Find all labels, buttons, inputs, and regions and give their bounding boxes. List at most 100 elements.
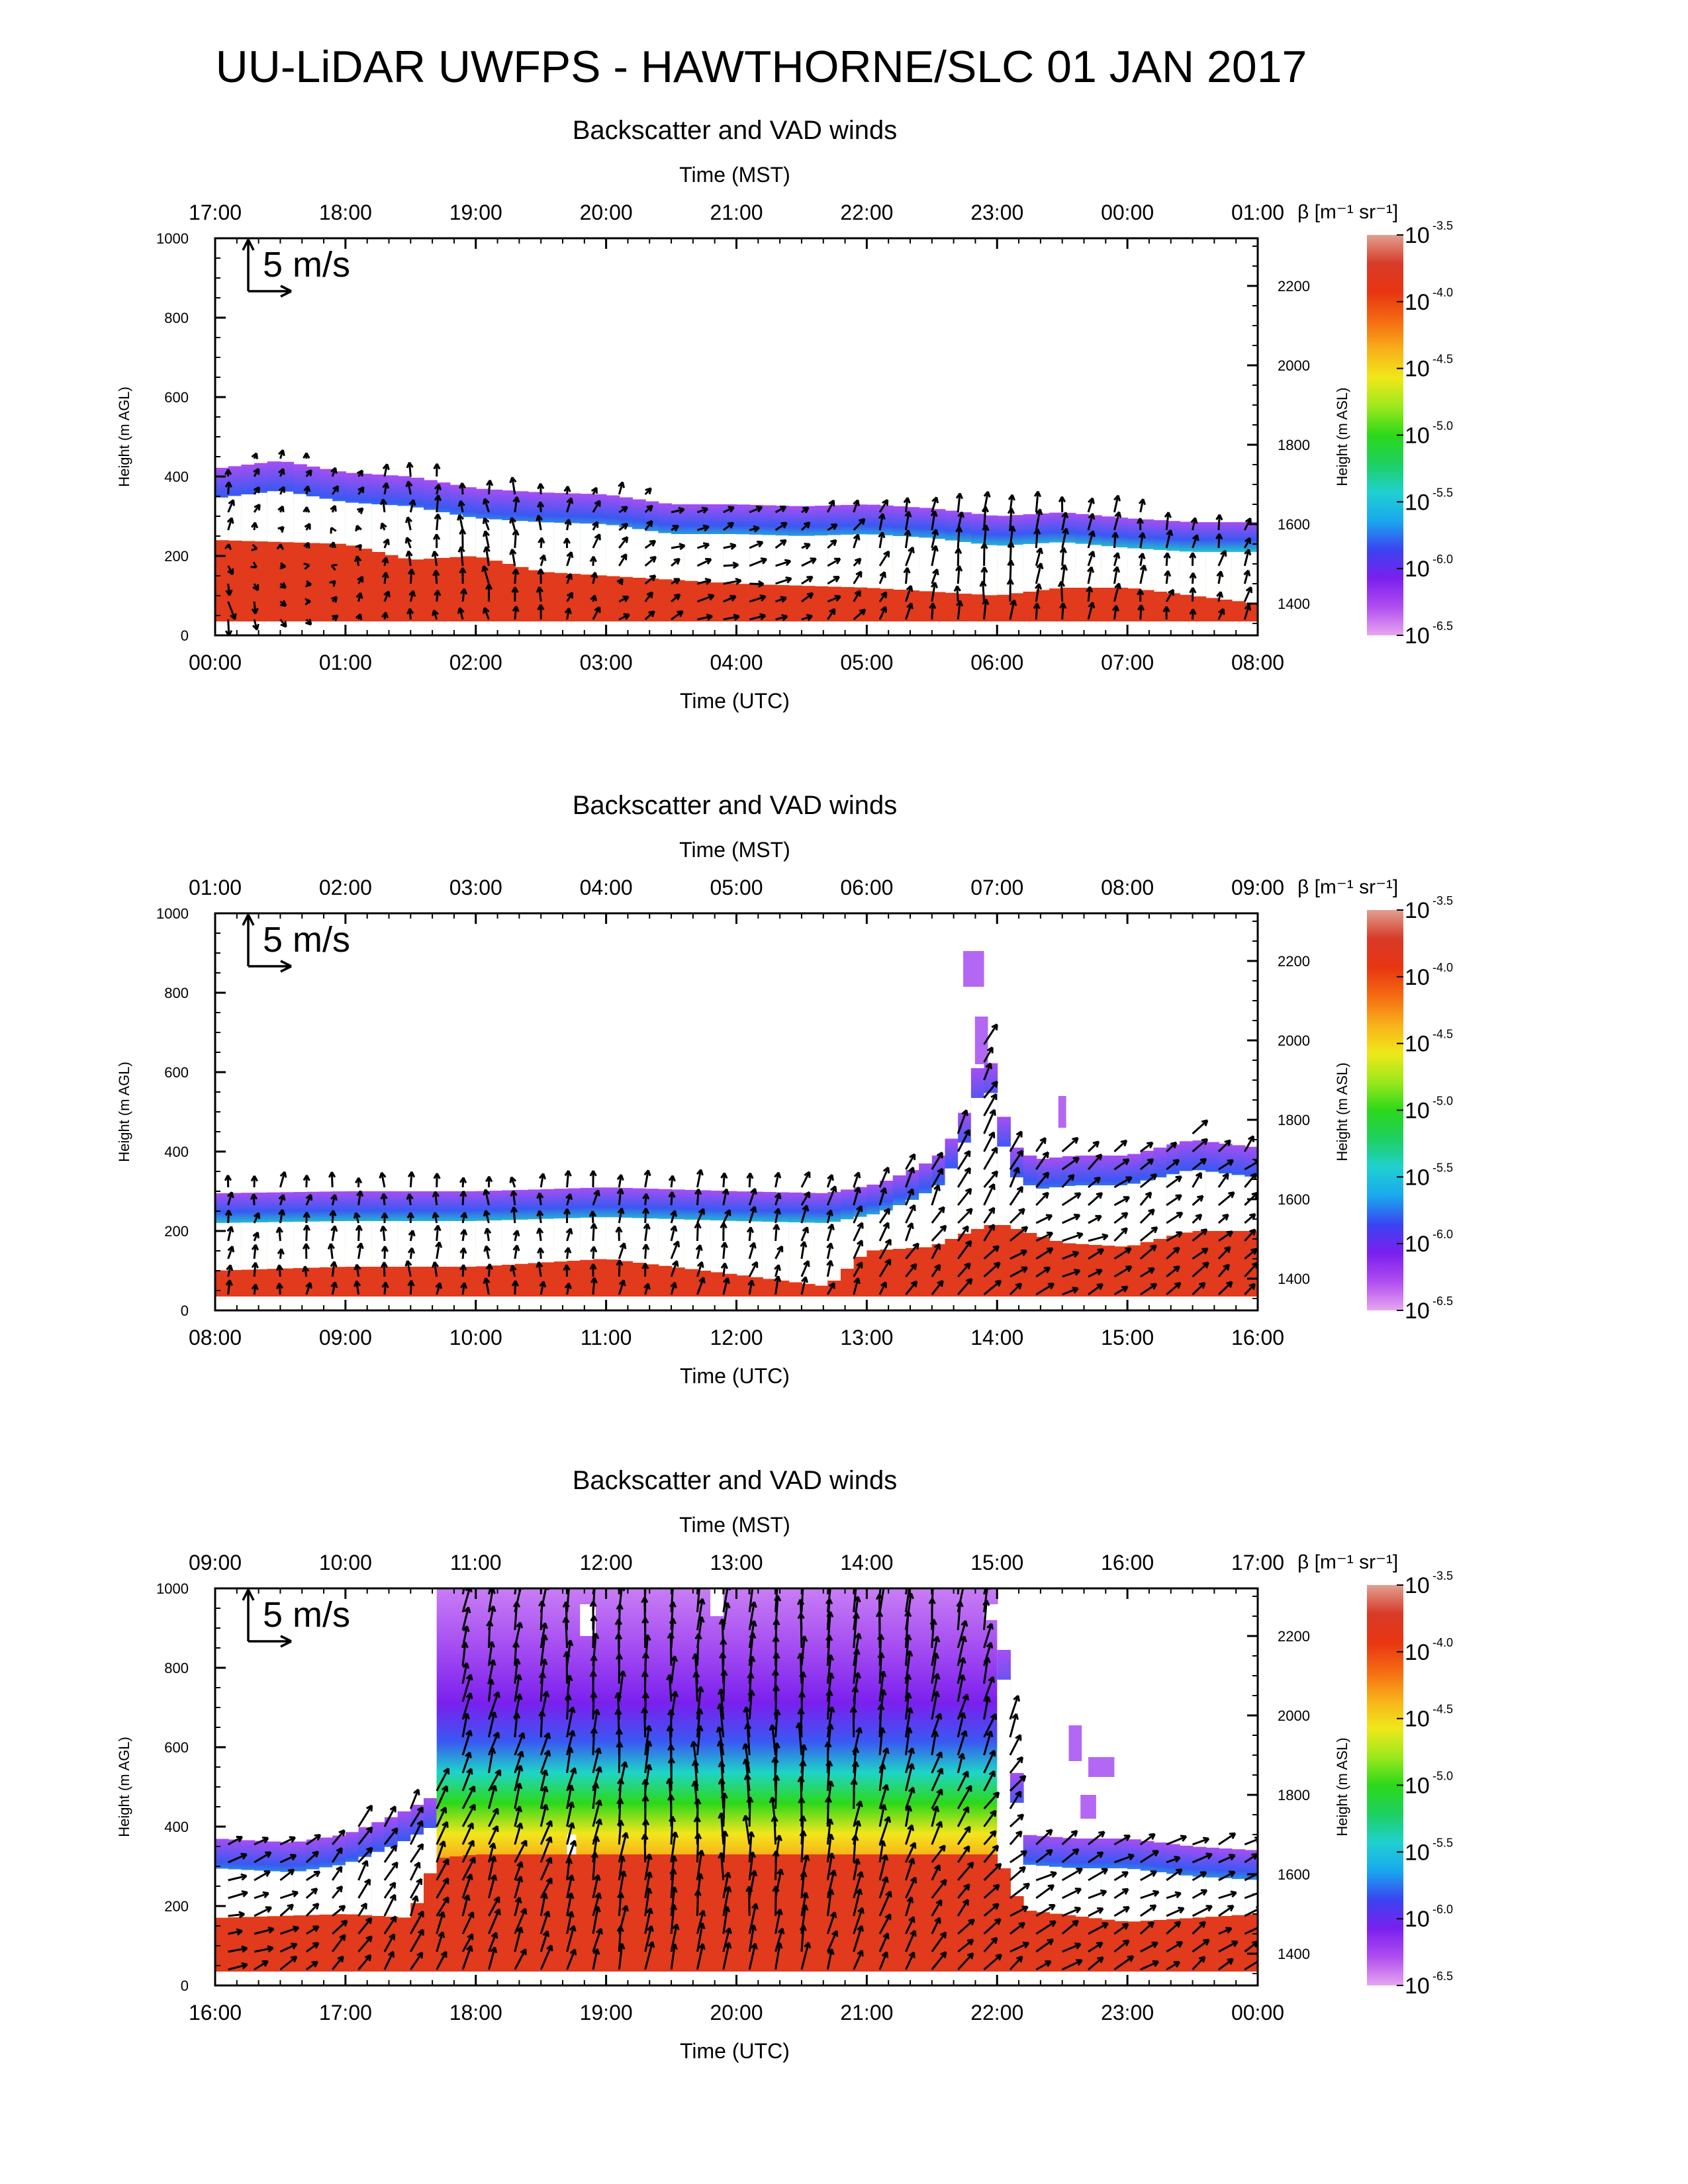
wind-vector (800, 1776, 803, 1809)
wind-vector (671, 508, 684, 514)
wind-vector-head (332, 485, 340, 492)
wind-vector (538, 1228, 542, 1242)
low-signal-cell (463, 1221, 477, 1267)
wind-vector (592, 1709, 598, 1738)
wind-vector-head (263, 1870, 271, 1877)
wind-vector-head (592, 1948, 600, 1955)
wind-vector (957, 526, 961, 549)
wind-vector-head (1229, 1853, 1236, 1861)
wind-vector-head (251, 1261, 259, 1269)
low-signal-cell (1101, 1185, 1115, 1246)
low-signal-cell (1101, 1868, 1115, 1920)
wind-vector (1062, 1233, 1083, 1242)
wind-vector (436, 1242, 441, 1259)
wind-vector-head (616, 1188, 624, 1195)
wind-vector (1061, 1174, 1075, 1189)
wind-vector-head (964, 1262, 971, 1269)
wind-vector (957, 1188, 972, 1206)
high-backscatter-cell (424, 1873, 438, 1972)
wind-vector (357, 1878, 371, 1899)
wind-vector-head (879, 1803, 887, 1811)
wind-vector-head (1088, 530, 1096, 537)
colorbar-tick-base: 10 (1405, 490, 1430, 515)
wind-vector-head (407, 1171, 416, 1178)
wind-vector (514, 1897, 521, 1917)
wind-vector-head (931, 545, 939, 552)
wind-vector-head (278, 1208, 286, 1216)
wind-vector (1217, 1140, 1231, 1153)
wind-vector-head (381, 1246, 389, 1252)
wind-vector-head (774, 1171, 782, 1179)
wind-vector-head (784, 559, 792, 567)
high-backscatter-cell (710, 1854, 724, 1972)
wind-vector-head (280, 620, 287, 628)
wind-vector (771, 1725, 777, 1756)
wind-vector (357, 1860, 368, 1881)
wind-vector-head (649, 574, 657, 582)
wind-vector-head (986, 1730, 994, 1737)
wind-vector-head (939, 1844, 946, 1852)
wind-vector (1113, 1888, 1129, 1899)
wind-vector (254, 1960, 269, 1971)
wind-vector-head (904, 529, 912, 537)
wind-vector-head (1088, 602, 1096, 609)
wind-vector (514, 1948, 527, 1970)
colorbar-tick-exponent: -5.0 (1432, 1770, 1453, 1783)
wind-vector-head (1137, 589, 1145, 596)
wind-vector (670, 1691, 677, 1720)
wind-vector (1192, 1837, 1209, 1846)
wind-vector-head (780, 539, 787, 546)
wind-vector (514, 1927, 522, 1952)
wind-vector (878, 532, 884, 549)
wind-vector-head (1205, 1852, 1213, 1860)
wind-vector-head (1147, 1158, 1154, 1165)
wind-vector (800, 1925, 805, 1952)
wind-vector (305, 1942, 319, 1953)
wind-vector (696, 1616, 703, 1649)
wind-vector-head (469, 1856, 476, 1864)
wind-vector-head (1035, 583, 1043, 590)
wind-vector (1139, 1158, 1154, 1171)
high-backscatter-cell (502, 1265, 516, 1297)
low-signal-cell (514, 521, 529, 567)
wind-vector-head (536, 1210, 544, 1217)
wind-vector (1062, 1888, 1082, 1899)
low-signal-cell (919, 1193, 933, 1248)
wind-vector (800, 1205, 808, 1224)
wind-vector-head (330, 596, 338, 603)
wind-vector (983, 1147, 998, 1170)
wind-vector-head (515, 1565, 521, 1570)
wind-vector-head (489, 1855, 497, 1862)
wind-vector (878, 1653, 882, 1684)
wind-vector-head (490, 1946, 498, 1954)
high-backscatter-cell (1244, 1231, 1258, 1297)
wind-vector-head (1017, 1150, 1024, 1157)
wind-vector (592, 1190, 600, 1206)
wind-vector (1244, 1872, 1258, 1882)
wind-vector-head (250, 561, 258, 569)
wind-vector (983, 525, 988, 549)
wind-vector-head (724, 1209, 731, 1216)
high-backscatter-cell (371, 552, 385, 621)
wind-vector-head (491, 1932, 498, 1939)
wind-vector-head (1166, 529, 1174, 537)
low-signal-cell (1153, 1177, 1168, 1239)
wind-vector-head (1100, 1889, 1107, 1897)
wind-vector (1061, 1192, 1082, 1206)
wind-vector (826, 1260, 832, 1277)
high-backscatter-cell (463, 1855, 477, 1972)
wind-vector (305, 1282, 312, 1295)
wind-vector-head (1150, 1870, 1157, 1878)
wind-vector (826, 1224, 833, 1242)
wind-vector-head (618, 1670, 627, 1677)
high-backscatter-cell (1153, 1920, 1168, 1972)
wind-vector-head (510, 1206, 518, 1213)
wind-vector-head (516, 1822, 524, 1829)
wind-vector (905, 1842, 916, 1863)
wind-vector-head (829, 1869, 837, 1876)
wind-vector-head (853, 499, 860, 506)
wind-vector (1139, 1208, 1155, 1224)
wind-vector-head (416, 1820, 424, 1827)
wind-vector-head (933, 1864, 941, 1872)
wind-vector-head (959, 1657, 966, 1664)
